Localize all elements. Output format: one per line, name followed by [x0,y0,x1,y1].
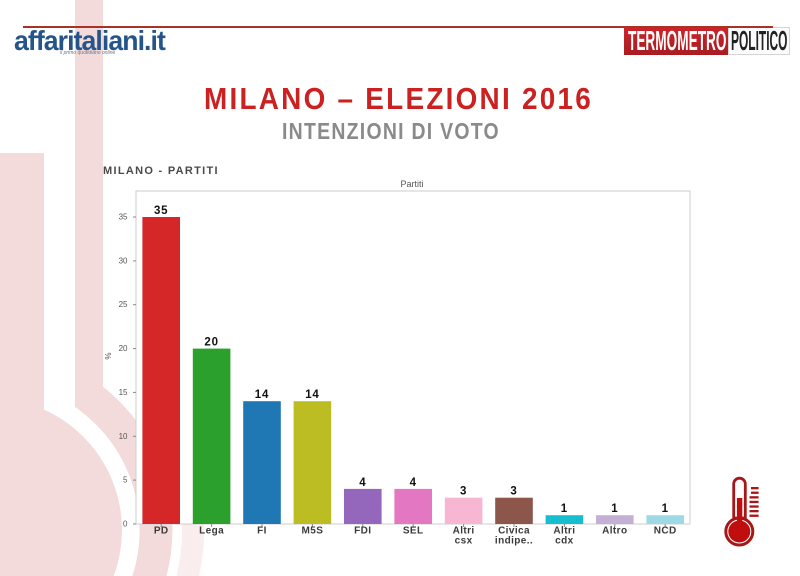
svg-text:20: 20 [119,344,128,353]
svg-text:Partiti: Partiti [400,179,423,189]
svg-text:30: 30 [119,256,128,265]
svg-text:3: 3 [460,486,467,498]
svg-text:3: 3 [510,486,517,498]
svg-text:35: 35 [119,213,128,222]
svg-text:FDI: FDI [354,526,371,537]
svg-text:csx: csx [455,536,473,547]
svg-text:Civica: Civica [498,526,530,537]
svg-text:%: % [104,352,113,359]
svg-text:FI: FI [257,526,267,537]
svg-text:14: 14 [305,389,319,401]
svg-text:25: 25 [119,300,128,309]
svg-text:4: 4 [359,477,366,489]
svg-text:10: 10 [119,432,128,441]
svg-text:Altri: Altri [453,526,475,537]
svg-text:PD: PD [154,526,169,537]
svg-text:20: 20 [204,337,218,349]
svg-text:5: 5 [123,476,128,485]
svg-text:Altri: Altri [553,526,575,537]
svg-text:Lega: Lega [199,526,224,537]
svg-text:M5S: M5S [302,526,324,537]
svg-text:Altro: Altro [602,526,627,537]
svg-text:35: 35 [154,205,168,217]
svg-text:indipe..: indipe.. [495,536,533,547]
svg-text:1: 1 [662,503,669,515]
svg-text:1: 1 [611,503,618,515]
svg-text:cdx: cdx [555,536,573,547]
svg-text:0: 0 [123,520,128,529]
svg-text:15: 15 [119,388,128,397]
svg-text:SEL: SEL [403,526,424,537]
svg-text:14: 14 [255,389,269,401]
svg-text:1: 1 [561,503,568,515]
svg-text:NCD: NCD [654,526,677,537]
svg-text:4: 4 [410,477,417,489]
